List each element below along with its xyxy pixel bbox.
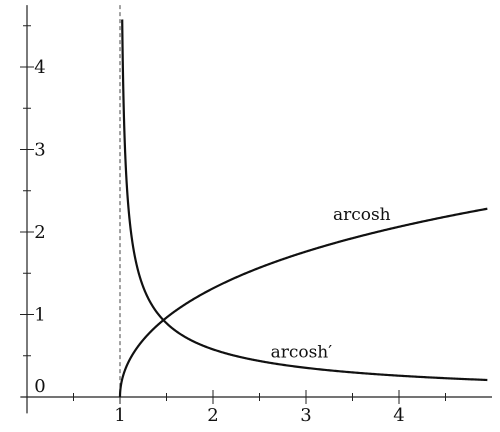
arcosh-prime-label: arcosh′ (271, 342, 333, 362)
series-layer (118, 18, 488, 398)
y-tick-label: 3 (34, 140, 45, 161)
axes (20, 5, 492, 414)
y-tick-label: 4 (34, 57, 45, 78)
x-tick-label: 1 (114, 405, 125, 426)
origin-label: 0 (34, 376, 45, 397)
y-tick-label: 2 (34, 222, 45, 243)
labels-layer: 1 2 3 4 1 2 3 4 0 arcosh arcosh′ (34, 57, 404, 426)
x-tick-label: 2 (207, 405, 218, 426)
x-tick-label: 3 (300, 405, 311, 426)
series-arcosh (118, 207, 488, 398)
arcosh-label: arcosh (333, 205, 391, 225)
ticks (20, 25, 446, 404)
x-tick-label: 4 (393, 405, 404, 426)
series-arcosh-prime (121, 18, 488, 382)
y-tick-label: 1 (34, 305, 45, 326)
